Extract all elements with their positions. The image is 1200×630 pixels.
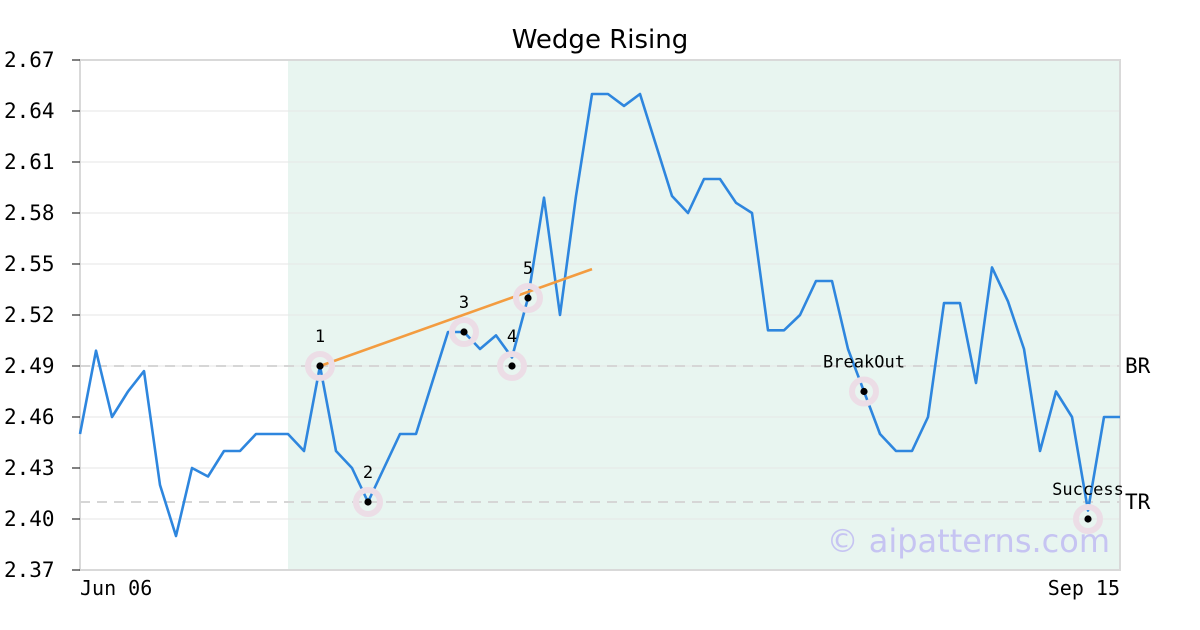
reference-lines-layer: BR TR <box>80 354 1151 514</box>
point-label-success: Success <box>1052 480 1124 500</box>
y-tick-label: 2.67 <box>4 48 55 72</box>
point-label-breakout: BreakOut <box>823 353 905 373</box>
point-label-5: 5 <box>523 259 533 279</box>
point-label-1: 1 <box>315 327 325 347</box>
point-halo-1 <box>305 351 335 381</box>
y-tick-label: 2.49 <box>4 354 55 378</box>
chart-title: Wedge Rising <box>512 25 689 55</box>
y-tick-label: 2.61 <box>4 150 55 174</box>
point-marker-3 <box>460 328 468 336</box>
point-halo-5 <box>513 283 543 313</box>
y-tick-label: 2.55 <box>4 252 55 276</box>
x-tick-label-start: Jun 06 <box>80 576 152 600</box>
y-tick-label: 2.40 <box>4 507 55 531</box>
point-label-4: 4 <box>507 327 517 347</box>
point-label-2: 2 <box>363 463 373 483</box>
x-axis-ticks: Jun 06 Sep 15 <box>80 576 1120 600</box>
point-halo-breakout <box>849 376 879 407</box>
watermark: © aipatterns.com <box>827 522 1110 560</box>
point-marker-success <box>1084 515 1092 523</box>
reference-label-tr: TR <box>1125 490 1151 514</box>
point-halo-2 <box>353 487 383 517</box>
grid-layer <box>80 110 1120 520</box>
y-tick-label: 2.37 <box>4 558 55 582</box>
point-label-3: 3 <box>459 293 469 313</box>
y-tick-label: 2.46 <box>4 405 55 429</box>
point-halo-4 <box>497 351 527 381</box>
trendline-layer <box>319 267 593 368</box>
point-marker-1 <box>316 362 324 370</box>
x-tick-label-end: Sep 15 <box>1048 576 1120 600</box>
price-line <box>78 92 1120 538</box>
point-marker-2 <box>364 498 372 506</box>
point-marker-4 <box>508 362 516 370</box>
point-halo-success <box>1073 504 1103 534</box>
y-tick-label: 2.64 <box>4 99 55 123</box>
y-axis-ticks: 2.37 2.40 2.43 2.46 2.49 2.52 2.55 2.58 2.61 2.64… <box>4 48 80 582</box>
y-tick-label: 2.43 <box>4 456 55 480</box>
point-marker-5 <box>524 294 532 302</box>
y-tick-label: 2.52 <box>4 303 55 327</box>
reference-label-br: BR <box>1125 354 1151 378</box>
point-marker-breakout <box>860 387 868 396</box>
pattern-points-layer: 1 2 3 4 5 BreakOut Success <box>305 259 1124 534</box>
y-tick-label: 2.58 <box>4 201 55 225</box>
wedge-trendline <box>319 267 593 368</box>
point-halo-3 <box>449 317 479 347</box>
series-layer <box>78 92 1120 538</box>
